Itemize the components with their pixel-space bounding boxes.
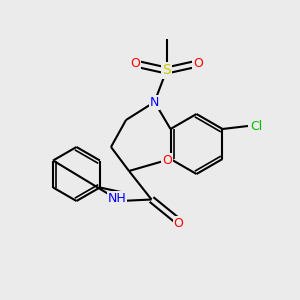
Text: O: O bbox=[174, 217, 183, 230]
Text: N: N bbox=[150, 95, 159, 109]
Text: O: O bbox=[130, 56, 140, 70]
Text: Cl: Cl bbox=[250, 119, 262, 133]
Text: O: O bbox=[162, 154, 172, 167]
Text: S: S bbox=[162, 64, 171, 77]
Text: O: O bbox=[193, 56, 203, 70]
Text: NH: NH bbox=[108, 191, 126, 205]
